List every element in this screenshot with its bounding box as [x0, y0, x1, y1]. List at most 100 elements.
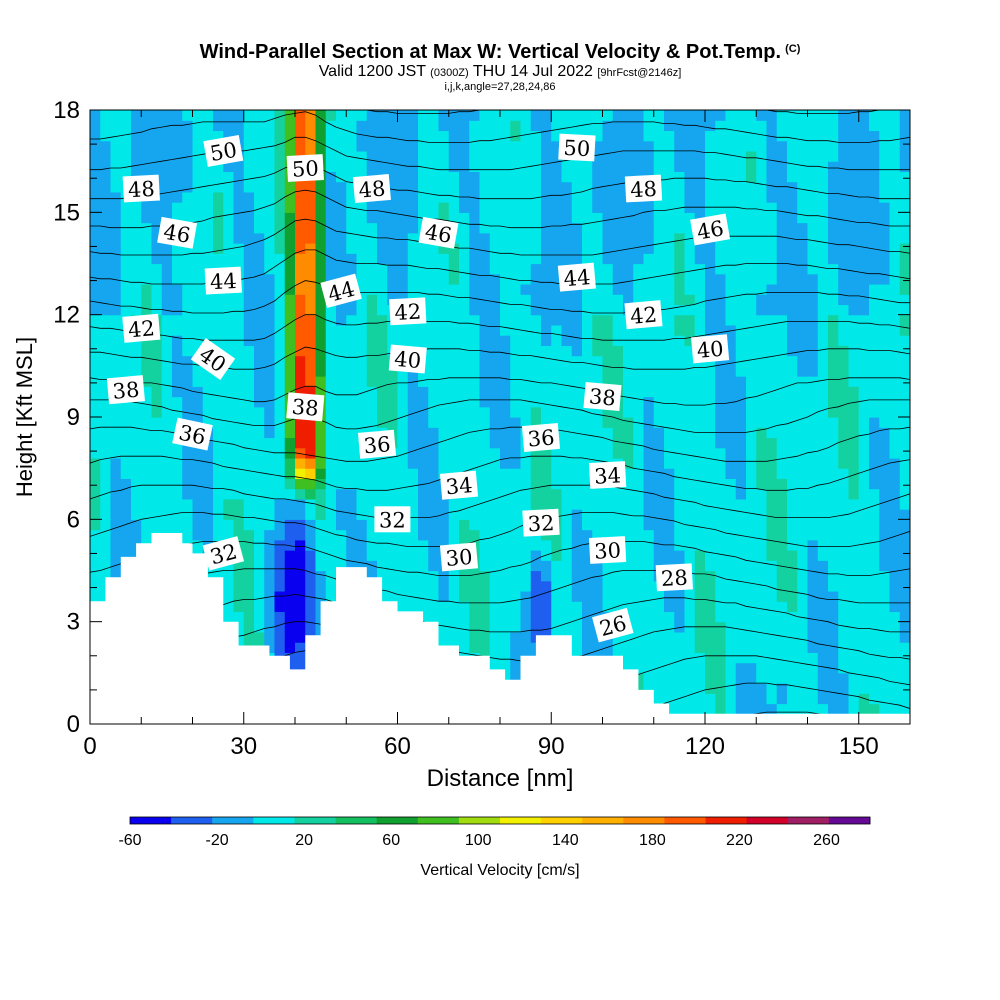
field-cell [684, 539, 696, 551]
contour-label-text: 30 [594, 538, 622, 563]
field-cell [653, 519, 665, 531]
field-cell [161, 294, 173, 306]
field-cell [756, 539, 768, 551]
field-cell [366, 478, 378, 490]
field-cell [869, 376, 880, 387]
field-cell [715, 273, 727, 285]
field-cell [684, 376, 696, 387]
field-cell [305, 498, 317, 510]
field-cell [735, 283, 747, 295]
field-cell [735, 672, 747, 684]
field-cell [705, 161, 716, 172]
field-cell [346, 150, 358, 162]
field-cell [735, 365, 747, 377]
field-cell [807, 652, 819, 664]
field-cell [356, 519, 368, 531]
field-cell [746, 417, 757, 428]
field-cell [561, 396, 573, 408]
field-cell [674, 202, 686, 213]
field-cell [438, 202, 450, 213]
field-cell [756, 171, 768, 183]
field-cell [746, 693, 757, 705]
field-cell [510, 232, 522, 244]
field-cell [254, 560, 265, 572]
field-cell [479, 611, 491, 623]
field-cell [705, 580, 716, 592]
field-cell [838, 683, 850, 694]
field-cell [787, 335, 798, 346]
field-cell [172, 365, 183, 377]
field-cell [817, 672, 829, 684]
field-cell [438, 304, 450, 316]
field-cell [848, 457, 860, 469]
field-cell [223, 519, 235, 531]
field-cell [500, 509, 511, 520]
field-cell [438, 150, 450, 162]
field-cell [254, 335, 265, 346]
field-cell [694, 580, 706, 592]
field-cell [817, 478, 829, 490]
field-cell [817, 417, 829, 428]
field-cell [879, 703, 891, 715]
field-cell [254, 468, 265, 479]
field-cell [264, 314, 276, 326]
field-cell [858, 314, 870, 326]
field-cell [131, 529, 142, 541]
field-cell [469, 161, 481, 172]
field-cell [407, 457, 419, 469]
field-cell [602, 294, 614, 306]
field-cell [510, 355, 522, 367]
field-cell [213, 253, 224, 265]
field-cell [879, 130, 891, 142]
field-cell [684, 631, 696, 643]
field-cell [838, 417, 850, 428]
field-cell [899, 621, 910, 633]
field-cell [407, 488, 419, 500]
field-cell [510, 283, 522, 295]
field-cell [746, 110, 757, 121]
field-cell [500, 611, 511, 623]
field-cell [735, 253, 747, 265]
field-cell [459, 161, 470, 172]
field-cell [807, 662, 819, 674]
field-cell [664, 406, 675, 418]
field-cell [746, 498, 757, 510]
field-cell [407, 406, 419, 418]
field-cell [407, 396, 419, 408]
field-cell [510, 642, 522, 653]
field-cell [674, 294, 686, 306]
field-cell [120, 294, 132, 306]
field-cell [500, 621, 511, 633]
field-cell [899, 631, 910, 643]
field-cell [325, 161, 337, 172]
field-cell [356, 283, 368, 295]
contour-label-bg [624, 174, 663, 203]
field-cell [213, 222, 224, 234]
field-cell [192, 253, 204, 265]
field-cell [469, 150, 481, 162]
contour-label-text: 48 [127, 177, 155, 202]
contour-label: 38 [286, 392, 325, 422]
contour-label-text: 36 [363, 432, 392, 458]
field-cell [674, 662, 686, 674]
field-cell [551, 468, 563, 479]
field-cell [664, 611, 675, 623]
field-cell [510, 345, 522, 357]
field-cell [715, 529, 727, 541]
field-cell [541, 212, 552, 224]
field-cell [684, 140, 696, 152]
field-cell [817, 140, 829, 152]
field-cell [879, 212, 891, 224]
field-cell [602, 417, 614, 428]
field-cell [110, 437, 122, 449]
field-cell [315, 273, 327, 285]
field-cell [541, 120, 552, 132]
field-cell [715, 120, 727, 132]
field-cell [131, 161, 142, 172]
field-cell [571, 191, 583, 203]
isentrope-line [90, 162, 910, 200]
field-cell [387, 396, 399, 408]
field-cell [500, 427, 511, 439]
field-cell [643, 120, 655, 132]
field-cell [213, 110, 224, 121]
